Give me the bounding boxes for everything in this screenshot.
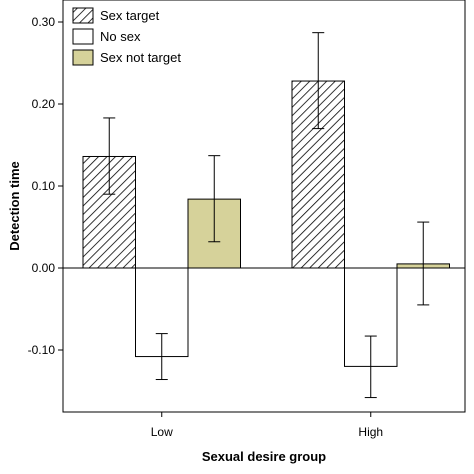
x-tick-label: High bbox=[358, 425, 383, 439]
y-tick-label: -0.10 bbox=[28, 343, 56, 357]
legend-label: Sex not target bbox=[100, 50, 181, 65]
y-axis-title: Detection time bbox=[7, 161, 22, 251]
bars-layer bbox=[82, 80, 450, 367]
x-axis: Low High bbox=[151, 412, 383, 439]
y-tick-label: 0.20 bbox=[32, 97, 56, 111]
legend-swatch-sex-not-target bbox=[72, 49, 94, 66]
y-tick-label: 0.30 bbox=[32, 15, 56, 29]
legend-label: No sex bbox=[100, 29, 141, 44]
error-bars-layer bbox=[103, 32, 430, 399]
x-axis-title: Sexual desire group bbox=[202, 449, 326, 464]
y-tick-label: 0.10 bbox=[32, 179, 56, 193]
legend-swatch-sex-target bbox=[72, 7, 94, 24]
error-bar-low-sex-target bbox=[103, 117, 116, 195]
error-bar-low-sex-not-target bbox=[208, 155, 221, 243]
error-bar-high-no-sex bbox=[364, 335, 377, 399]
y-tick-label: 0.00 bbox=[32, 261, 56, 275]
error-bar-high-sex-not-target bbox=[417, 221, 430, 306]
x-tick-label: Low bbox=[151, 425, 173, 439]
error-bar-low-no-sex bbox=[155, 333, 168, 381]
y-axis: -0.10 0.00 0.10 0.20 0.30 bbox=[28, 15, 63, 357]
legend-swatch-no-sex bbox=[72, 28, 94, 45]
error-bar-high-sex-target bbox=[312, 32, 325, 130]
legend-label: Sex target bbox=[100, 8, 160, 23]
plot-frame bbox=[62, 0, 466, 413]
legend: Sex target No sex Sex not target bbox=[72, 7, 181, 66]
